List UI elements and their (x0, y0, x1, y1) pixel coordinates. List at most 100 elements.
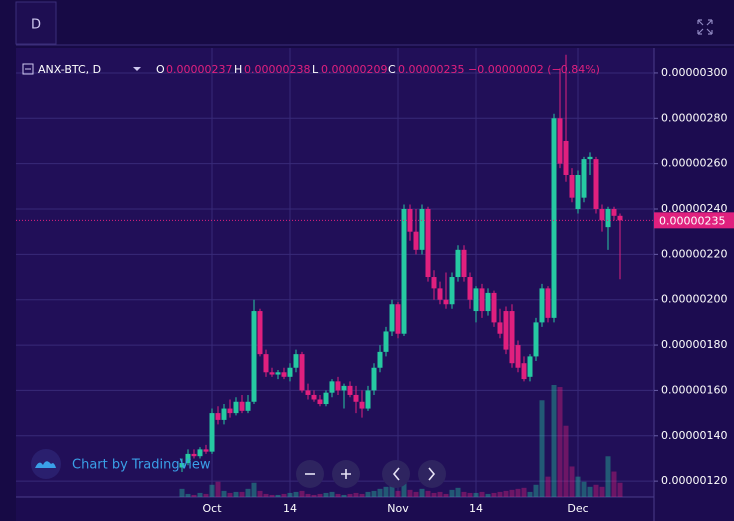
x-tick-label: Oct (202, 502, 222, 515)
candle-body (353, 394, 359, 402)
branding[interactable]: Chart by TradingView (31, 449, 211, 479)
volume-bar (179, 488, 185, 497)
candle-body (605, 209, 611, 228)
candle-body (275, 372, 281, 375)
volume-bar (617, 482, 623, 497)
candle-body (479, 288, 485, 312)
volume-bar (329, 491, 335, 497)
candle-layer (179, 54, 623, 473)
candle-body (611, 209, 617, 216)
candle-body (329, 381, 335, 393)
candle-body (395, 304, 401, 334)
legend-toggle[interactable] (22, 63, 34, 75)
volume-bar (269, 494, 275, 497)
candle-body (203, 449, 209, 452)
y-tick-label: 0.00000120 (661, 474, 727, 487)
volume-bar (371, 490, 377, 497)
candle-body (581, 159, 587, 198)
branding-icon (35, 461, 56, 468)
candle-body (587, 156, 593, 160)
y-tick-label: 0.00000140 (661, 429, 727, 442)
candle-body (599, 209, 605, 221)
volume-bar (575, 476, 581, 497)
volume-bar (593, 484, 599, 497)
plot-area (16, 48, 654, 497)
scroll-right-button[interactable] (418, 460, 446, 488)
volume-bar (233, 491, 239, 497)
candle-body (179, 462, 185, 468)
candle-body (293, 354, 299, 368)
candle-body (515, 345, 521, 368)
volume-bar (443, 493, 449, 497)
candle-body (299, 354, 305, 391)
volume-bar (323, 492, 329, 497)
y-tick-label: 0.00000220 (661, 247, 727, 260)
volume-bar (311, 494, 317, 497)
volume-bar (611, 471, 617, 497)
candle-body (383, 331, 389, 352)
volume-bar (461, 491, 467, 497)
candle-body (557, 118, 563, 164)
volume-bar (281, 493, 287, 497)
candle-body (281, 372, 287, 377)
candle-body (263, 354, 269, 373)
volume-bar (263, 493, 269, 497)
volume-bar (347, 493, 353, 497)
candle-body (521, 363, 527, 380)
candle-body (617, 215, 623, 221)
volume-bar (377, 488, 383, 497)
volume-bar (455, 487, 461, 497)
x-tick-label: Nov (387, 502, 409, 515)
close-label: C (388, 63, 396, 76)
candle-body (305, 390, 311, 395)
candle-body (377, 351, 383, 368)
candle-body (371, 367, 377, 391)
interval-button[interactable] (15, 1, 57, 45)
volume-bar (365, 491, 371, 497)
candle-body (419, 209, 425, 250)
volume-bar (413, 491, 419, 497)
volume-bar (287, 492, 293, 497)
symbol-dropdown[interactable] (133, 67, 141, 71)
candle-body (491, 292, 497, 323)
volume-bar (503, 490, 509, 497)
time-axis-area (16, 497, 654, 521)
volume-bar (209, 484, 215, 497)
volume-bar (389, 484, 395, 497)
candle-body (533, 322, 539, 357)
y-tick-label: 0.00000280 (661, 111, 727, 124)
volume-bar (407, 489, 413, 497)
candle-body (365, 390, 371, 409)
fullscreen-button[interactable] (697, 19, 713, 35)
volume-bar (437, 491, 443, 497)
volume-bar (497, 491, 503, 497)
candle-body (437, 288, 443, 300)
volume-bar (539, 400, 545, 497)
candle-body (443, 299, 449, 305)
volume-bar (473, 492, 479, 497)
scroll-left-button[interactable] (382, 460, 410, 488)
symbol: ANX-BTC, D (38, 63, 101, 76)
volume-bar (191, 494, 197, 497)
candle-body (455, 249, 461, 278)
y-tick-label: 0.00000200 (661, 293, 727, 306)
candle-body (239, 401, 245, 411)
scroll-right-icon (428, 467, 436, 481)
volume-bar (197, 492, 203, 497)
volume-bar (293, 491, 299, 497)
volume-bar (551, 385, 557, 497)
fullscreen-icon (697, 19, 713, 35)
volume-bar (431, 492, 437, 497)
high-value: 0.00000238 (244, 63, 310, 76)
volume-bar (581, 481, 587, 497)
close-value: 0.00000235 (398, 63, 464, 76)
candle-body (503, 311, 509, 350)
candle-body (233, 401, 239, 414)
candle-body (569, 174, 575, 198)
y-tick-label: 0.00000260 (661, 157, 727, 170)
candle-body (527, 356, 533, 377)
candle-body (269, 372, 275, 375)
low-label: L (312, 63, 319, 76)
volume-bar (419, 488, 425, 497)
volume-bar (557, 387, 563, 497)
